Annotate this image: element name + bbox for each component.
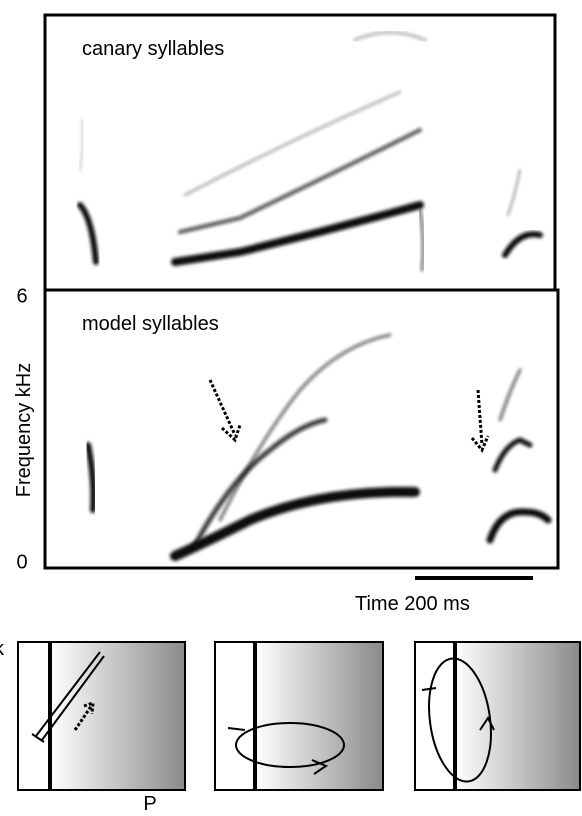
scale-bar-label: Time 200 ms xyxy=(355,593,470,615)
phase-x-label: P xyxy=(143,793,156,815)
panel-label: canary syllables xyxy=(82,38,224,60)
panel-label: model syllables xyxy=(82,313,219,335)
phase-diagram xyxy=(214,641,384,791)
y-axis-label: Frequency kHz xyxy=(13,363,35,498)
y-tick-label: 6 xyxy=(16,285,27,307)
canary-spectrogram xyxy=(77,31,543,282)
phase-diagram xyxy=(414,641,581,791)
model-spectrogram xyxy=(85,333,552,561)
canary-panel xyxy=(43,13,557,292)
phase-diagram xyxy=(17,641,186,791)
y-tick-label: 0 xyxy=(16,551,27,573)
phase-y-label: k xyxy=(0,638,5,660)
